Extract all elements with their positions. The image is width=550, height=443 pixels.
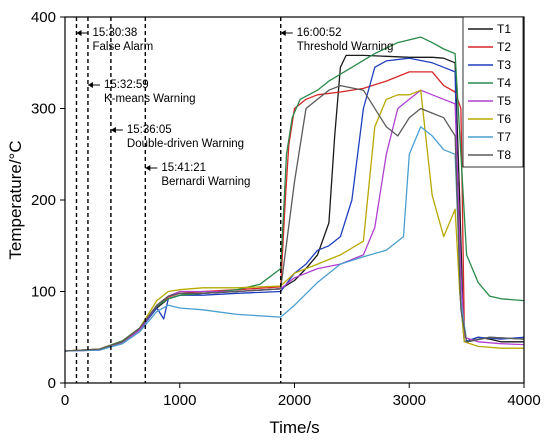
legend-label-t4: T4 — [497, 76, 511, 90]
x-axis-title: Time/s — [269, 418, 319, 437]
legend: T1 T2 T3 T4 T5 T6 T7 T8 — [462, 16, 524, 168]
series-line-t4 — [64, 36, 525, 352]
legend-label-t1: T1 — [497, 22, 511, 36]
annotation-time: 16:00:52 — [297, 27, 342, 39]
annotation-arrowhead — [280, 30, 286, 36]
series-layer — [64, 36, 525, 352]
y-axis-ticks: 0 100 200 300 400 — [31, 9, 65, 392]
y-tick-label: 0 — [48, 375, 56, 392]
legend-label-t8: T8 — [497, 148, 511, 162]
legend-label-t5: T5 — [497, 94, 511, 108]
annotation-time: 15:30:38 — [92, 27, 137, 39]
annotation-label: Threshold Warning — [297, 41, 394, 53]
y-tick-label: 300 — [31, 101, 56, 118]
annotation-arrowhead — [87, 82, 93, 88]
annotation-label: Bernardi Warning — [161, 176, 250, 188]
x-tick-label: 2000 — [278, 392, 311, 409]
series-line-t8 — [64, 84, 525, 352]
annotation-arrowhead — [76, 30, 82, 36]
legend-label-t7: T7 — [497, 130, 511, 144]
series-line-t7 — [64, 126, 525, 352]
x-axis-ticks: 0 1000 2000 3000 4000 — [61, 383, 541, 409]
annotation-arrowhead — [145, 165, 151, 171]
annotation-time: 15:36:05 — [127, 124, 172, 136]
y-tick-label: 200 — [31, 192, 56, 209]
annotation-label: K-means Warning — [104, 93, 196, 105]
annotation-time: 15:41:21 — [161, 162, 206, 174]
y-tick-label: 100 — [31, 284, 56, 301]
annotation-arrowhead — [110, 127, 116, 133]
legend-label-t2: T2 — [497, 40, 511, 54]
y-axis-title: Temperature/°C — [6, 140, 25, 259]
series-line-t6 — [64, 89, 524, 352]
x-tick-label: 1000 — [163, 392, 196, 409]
annotation-label: False Alarm — [92, 41, 153, 53]
annotation-label: Double-driven Warning — [127, 138, 244, 150]
y-tick-label: 400 — [31, 9, 56, 26]
x-tick-label: 0 — [61, 392, 69, 409]
legend-label-t3: T3 — [497, 58, 511, 72]
annotation-time: 15:32:59 — [104, 79, 149, 91]
x-tick-label: 4000 — [507, 392, 540, 409]
x-tick-label: 3000 — [393, 392, 426, 409]
legend-label-t6: T6 — [497, 112, 511, 126]
legend-box — [462, 16, 524, 168]
annotation-layer: 15:30:38 False Alarm 15:32:59 K-means Warni… — [75, 17, 394, 383]
